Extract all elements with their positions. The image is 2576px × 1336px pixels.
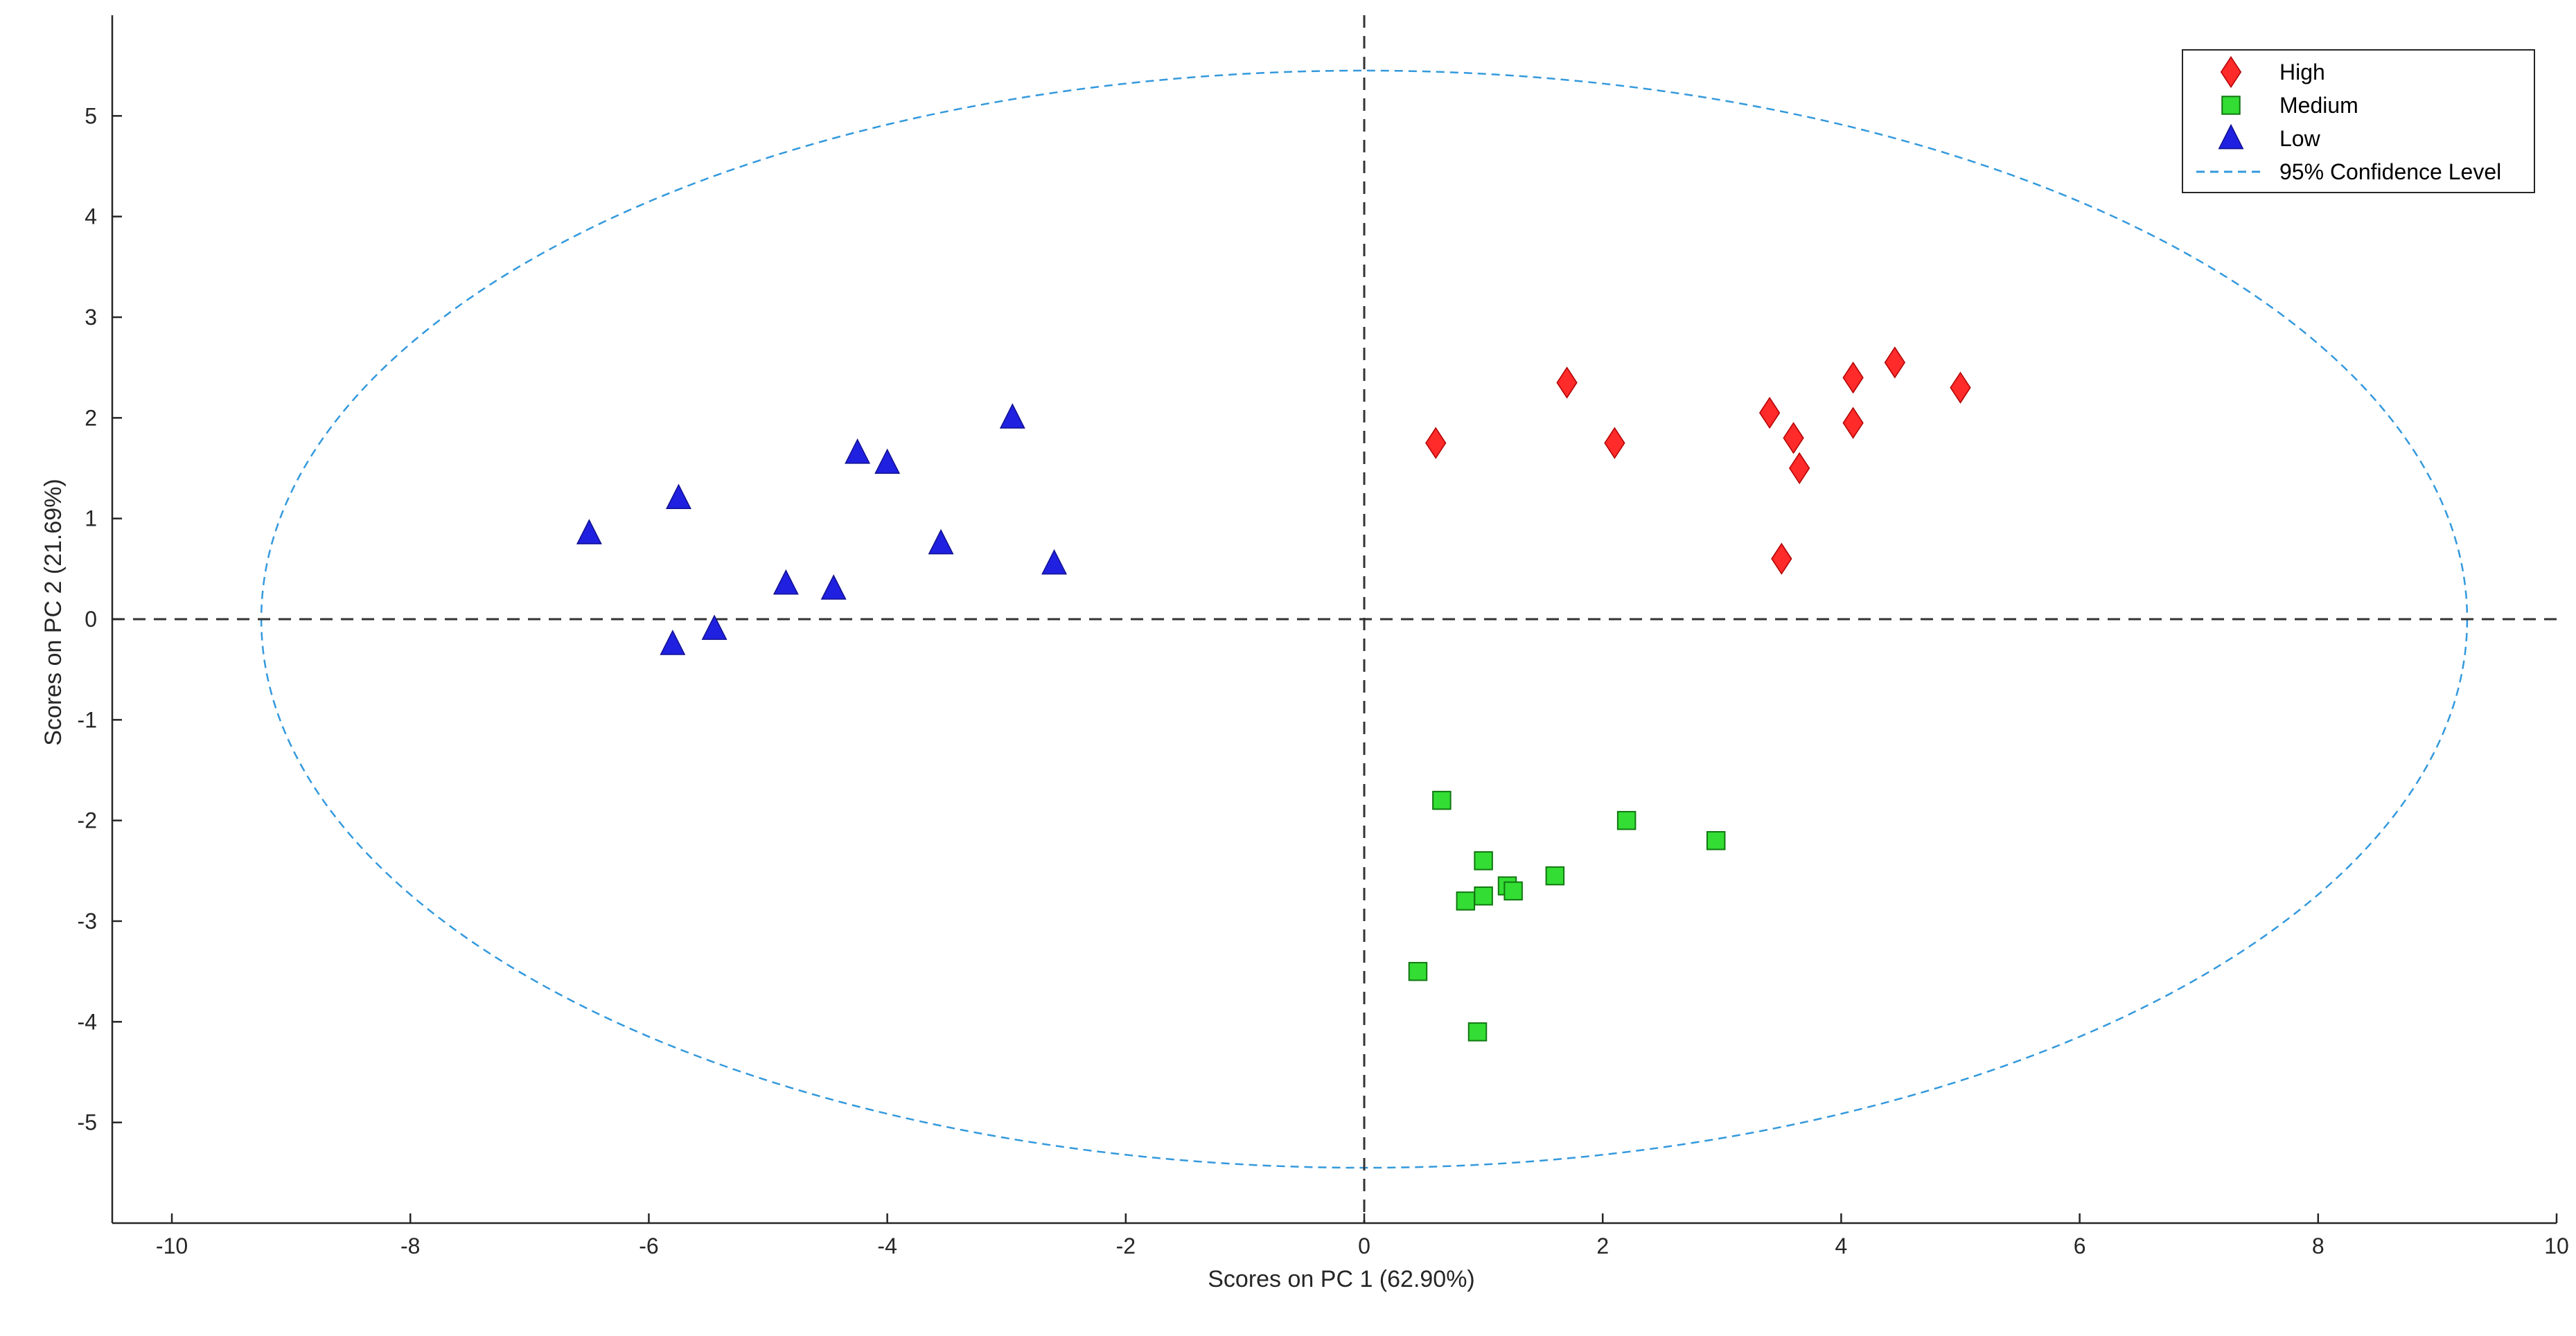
- legend-marker-swatch: [2220, 55, 2242, 89]
- x-tick-label: 2: [1596, 1233, 1609, 1258]
- y-tick-label: -5: [78, 1110, 97, 1135]
- y-tick-label: -4: [78, 1009, 97, 1034]
- series-low: [576, 403, 1068, 655]
- data-point-medium: [1467, 1022, 1488, 1042]
- plot-area: [112, 15, 2557, 1223]
- data-point-low: [665, 483, 691, 509]
- x-tick-label: -4: [877, 1233, 897, 1258]
- data-point-medium: [1616, 810, 1637, 830]
- data-point-low: [773, 569, 799, 595]
- legend-entry-triangle: Low: [2218, 123, 2321, 151]
- data-point-medium: [1706, 830, 1726, 850]
- data-point-low: [1041, 549, 1068, 575]
- x-tick-label: -2: [1116, 1233, 1136, 1258]
- x-tick-label: 8: [2312, 1233, 2324, 1258]
- legend-label: Low: [2279, 126, 2321, 151]
- x-tick-label: -8: [400, 1233, 420, 1258]
- y-tick-label: -1: [78, 707, 97, 732]
- x-tick-label: 6: [2074, 1233, 2086, 1258]
- legend-label: Medium: [2279, 93, 2358, 118]
- data-point-medium: [1545, 866, 1565, 886]
- data-point-low: [999, 403, 1025, 429]
- y-axis-label: Scores on PC 2 (21.69%): [40, 479, 67, 746]
- data-point-medium: [1432, 790, 1452, 810]
- y-tick-label: -3: [78, 909, 97, 934]
- legend-box: [2182, 49, 2535, 193]
- data-point-high: [1556, 366, 1578, 399]
- data-point-low: [660, 630, 686, 655]
- data-point-high: [1604, 427, 1625, 459]
- y-tick-label: 2: [85, 405, 97, 430]
- x-tick-label: -10: [156, 1233, 188, 1258]
- data-point-low: [845, 438, 871, 464]
- legend-label: High: [2279, 60, 2325, 84]
- series-medium: [1408, 790, 1726, 1042]
- legend-marker-swatch: [2218, 123, 2244, 150]
- series-high: [1425, 346, 1971, 575]
- x-tick-label: 0: [1358, 1233, 1370, 1258]
- data-point-medium: [1408, 961, 1428, 981]
- data-point-high: [1759, 396, 1781, 429]
- data-point-high: [1950, 371, 1971, 404]
- data-point-high: [1425, 427, 1447, 459]
- y-tick-label: 0: [85, 607, 97, 632]
- legend-entry-square: Medium: [2221, 93, 2358, 118]
- data-point-low: [874, 448, 901, 474]
- data-point-medium: [1474, 851, 1493, 871]
- data-point-low: [701, 614, 727, 640]
- legend-label: 95% Confidence Level: [2279, 159, 2501, 184]
- legend-entry-ellipse: 95% Confidence Level: [2196, 159, 2501, 184]
- y-tick-label: -2: [78, 808, 97, 833]
- y-tick-label: 1: [85, 506, 97, 531]
- data-point-high: [1884, 346, 1906, 379]
- data-point-high: [1842, 362, 1864, 394]
- data-point-high: [1783, 422, 1804, 454]
- data-point-medium: [1474, 886, 1493, 906]
- data-point-medium: [1503, 881, 1523, 901]
- legend-entry-diamond: High: [2220, 55, 2325, 89]
- x-tick-label: -6: [639, 1233, 658, 1258]
- legend: High Medium Low 95% Confidence Level: [2182, 49, 2535, 193]
- x-tick-label: 4: [1835, 1233, 1848, 1258]
- plot-background: [112, 15, 2557, 1223]
- y-tick-label: 4: [85, 204, 97, 229]
- x-axis-label: Scores on PC 1 (62.90%): [1208, 1266, 1475, 1292]
- x-tick-label: 10: [2544, 1233, 2569, 1258]
- y-tick-label: 3: [85, 305, 97, 330]
- legend-marker-swatch: [2221, 96, 2241, 115]
- data-point-low: [928, 528, 954, 555]
- data-point-low: [576, 519, 602, 544]
- data-point-high: [1842, 407, 1864, 439]
- axes: -10 -8 -6 -4 -2 0 2 4 6 8 10543210-1-2-3-4-5Scores…: [40, 15, 2569, 1292]
- y-tick-label: 5: [85, 103, 97, 128]
- data-point-high: [1771, 542, 1792, 575]
- data-point-high: [1789, 452, 1810, 485]
- data-point-medium: [1456, 891, 1476, 911]
- data-point-low: [820, 574, 847, 600]
